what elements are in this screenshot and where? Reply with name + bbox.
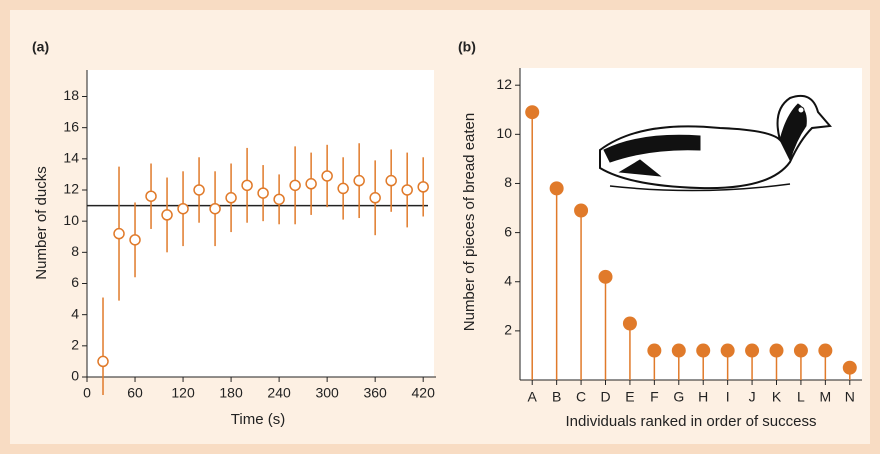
data-point xyxy=(337,182,349,195)
x-tick-label: J xyxy=(749,389,756,405)
plot-area xyxy=(87,70,434,377)
data-point xyxy=(417,181,429,193)
panel-label: (b) xyxy=(458,39,476,55)
lollipop-head xyxy=(598,269,613,284)
data-point xyxy=(193,184,205,196)
y-tick-label: 2 xyxy=(504,322,512,338)
data-point xyxy=(97,355,109,368)
x-tick-label: M xyxy=(820,389,832,405)
x-tick-label: G xyxy=(673,389,684,405)
x-tick-label: B xyxy=(552,389,561,405)
y-tick-label: 12 xyxy=(63,181,79,197)
data-point xyxy=(289,179,301,192)
x-tick-label: 240 xyxy=(267,385,291,401)
data-point xyxy=(369,192,381,204)
y-tick-label: 4 xyxy=(71,305,79,321)
data-point xyxy=(273,193,285,206)
lollipop-head xyxy=(793,343,808,358)
x-tick-label: 120 xyxy=(171,385,195,401)
y-tick-label: 8 xyxy=(71,243,79,259)
x-tick-label: C xyxy=(576,389,586,405)
y-tick-label: 2 xyxy=(71,337,79,353)
lollipop-head xyxy=(745,343,760,358)
data-point xyxy=(225,192,237,204)
y-tick-label: 18 xyxy=(63,87,79,103)
lollipop-head xyxy=(842,360,857,375)
lollipop-head xyxy=(574,203,589,218)
data-point xyxy=(385,174,397,187)
lollipop-head xyxy=(549,181,564,196)
data-point xyxy=(353,174,365,187)
x-tick-label: K xyxy=(772,389,782,405)
x-tick-label: E xyxy=(625,389,634,405)
x-tick-label: L xyxy=(797,389,805,405)
y-axis-label: Number of pieces of bread eaten xyxy=(461,113,478,331)
lollipop-head xyxy=(622,316,637,331)
lollipop-head xyxy=(525,105,540,120)
y-tick-label: 16 xyxy=(63,118,79,134)
data-point xyxy=(113,227,125,240)
x-tick-label: A xyxy=(528,389,538,405)
x-tick-label: H xyxy=(698,389,708,405)
y-tick-label: 10 xyxy=(496,125,512,141)
y-tick-label: 4 xyxy=(504,272,512,288)
x-tick-label: F xyxy=(650,389,659,405)
data-point xyxy=(241,179,253,192)
y-axis-label: Number of ducks xyxy=(33,166,50,279)
data-point xyxy=(129,234,141,246)
data-point xyxy=(161,209,173,221)
x-axis-label: Time (s) xyxy=(231,411,285,428)
data-point xyxy=(177,202,189,215)
data-point xyxy=(305,178,317,190)
lollipop-head xyxy=(671,343,686,358)
x-tick-label: D xyxy=(600,389,610,405)
y-tick-label: 8 xyxy=(504,174,512,190)
x-tick-label: 360 xyxy=(363,385,387,401)
x-tick-label: 420 xyxy=(412,385,436,401)
panel-label: (a) xyxy=(32,39,49,55)
y-tick-label: 12 xyxy=(496,76,512,92)
data-point xyxy=(321,170,333,182)
y-tick-label: 14 xyxy=(63,150,79,166)
lollipop-head xyxy=(769,343,784,358)
x-tick-label: 60 xyxy=(127,385,143,401)
duck-illustration xyxy=(599,94,832,192)
x-axis-label: Individuals ranked in order of success xyxy=(566,413,817,430)
y-tick-label: 6 xyxy=(71,274,79,290)
lollipop-head xyxy=(818,343,833,358)
data-point xyxy=(401,184,413,196)
lollipop-head xyxy=(720,343,735,358)
y-tick-label: 10 xyxy=(63,212,79,228)
y-tick-label: 0 xyxy=(71,368,79,384)
x-tick-label: 180 xyxy=(219,385,243,401)
lollipop-head xyxy=(696,343,711,358)
x-tick-label: 0 xyxy=(83,385,91,401)
lollipop-head xyxy=(647,343,662,358)
y-tick-label: 6 xyxy=(504,223,512,239)
data-point xyxy=(145,190,157,202)
data-point xyxy=(257,187,269,199)
x-tick-label: N xyxy=(845,389,855,405)
x-tick-label: I xyxy=(726,389,730,405)
x-tick-label: 300 xyxy=(315,385,339,401)
data-point xyxy=(209,202,221,215)
